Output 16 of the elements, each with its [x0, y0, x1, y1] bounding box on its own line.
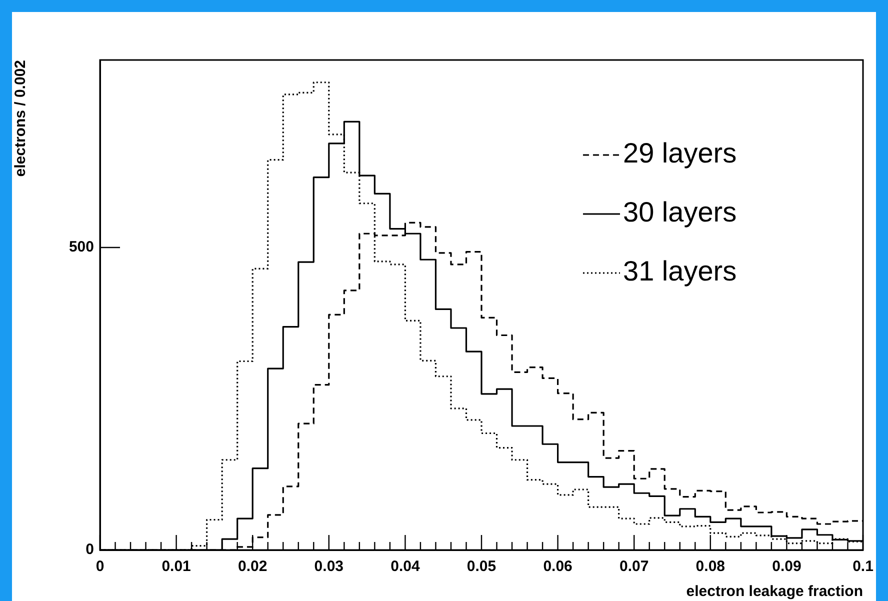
y-axis-title: electrons / 0.002 — [12, 60, 30, 177]
x-axis-title: electron leakage fraction — [686, 583, 863, 600]
legend-label: 29 layers — [623, 138, 737, 169]
x-tick-label: 0.03 — [314, 558, 344, 576]
legend-label: 31 layers — [623, 256, 737, 287]
x-tick-label: 0.09 — [772, 558, 802, 576]
x-tick-label: 0.01 — [162, 558, 191, 576]
x-tick-label: 0.1 — [852, 558, 874, 576]
x-tick-label: 0.02 — [238, 558, 268, 576]
x-tick-label: 0.04 — [390, 558, 420, 576]
x-tick-label: 0.06 — [543, 558, 572, 576]
x-tick-label: 0.05 — [466, 558, 496, 576]
y-tick-label: 500 — [68, 238, 94, 256]
legend-label: 30 layers — [623, 196, 737, 228]
x-tick-label: 0.07 — [620, 558, 649, 576]
x-tick-label: 0.08 — [696, 558, 725, 576]
